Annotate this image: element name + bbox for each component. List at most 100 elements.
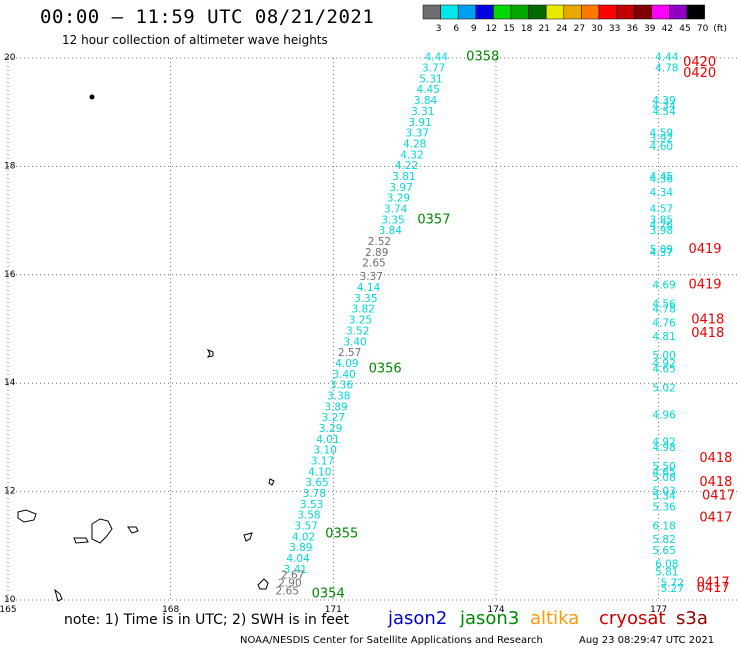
mission-label: jason3 — [460, 608, 520, 629]
colorbar-label: 70 — [697, 24, 709, 34]
wave-height-value: 4.44 — [655, 52, 679, 64]
wave-height-value: 4.34 — [652, 100, 676, 112]
wave-height-value: 4.44 — [425, 52, 449, 64]
mission-label: cryosat — [599, 608, 666, 629]
wave-height-value: 5.08 — [652, 472, 675, 484]
wave-height-value: 4.81 — [652, 331, 675, 343]
wave-height-value: 4.02 — [292, 531, 315, 543]
colorbar-label: 45 — [679, 24, 690, 34]
island-outline — [257, 578, 269, 590]
track-time-label: 0354 — [312, 586, 345, 601]
wave-height-value: 3.53 — [300, 499, 323, 511]
wave-height-value: 2.57 — [338, 347, 361, 359]
x-tick-label: 168 — [162, 605, 179, 615]
track-time-label: 0357 — [417, 212, 450, 227]
wave-height-value: 4.65 — [652, 466, 675, 478]
wave-height-value: 3.25 — [349, 315, 372, 327]
wave-height-value: 3.91 — [408, 117, 431, 129]
island-outline — [243, 532, 253, 542]
island-outline — [127, 526, 139, 534]
track-time-label: 0418 — [691, 313, 724, 328]
wave-height-value: 2.65 — [276, 586, 299, 598]
colorbar-swatch — [651, 4, 670, 20]
data-points: 4.443.775.314.453.843.313.913.374.284.32… — [276, 52, 684, 598]
track-time-label: 0419 — [688, 277, 721, 292]
x-tick-label: 177 — [650, 605, 667, 615]
mission-label: jason2 — [388, 608, 448, 629]
wave-height-value: 5.72 — [661, 577, 684, 589]
island-outline — [54, 588, 63, 602]
wave-height-value: 3.52 — [346, 325, 369, 337]
wave-height-value: 3.40 — [332, 369, 355, 381]
wave-height-value: 2.65 — [362, 258, 385, 270]
wave-height-value: 4.92 — [652, 358, 675, 370]
wave-height-value: 3.29 — [387, 193, 410, 205]
wave-height-value: 4.59 — [650, 128, 673, 140]
track-time-label: 0420 — [683, 55, 716, 70]
wave-height-value: 4.96 — [652, 409, 676, 421]
colorbar-label: 9 — [471, 24, 477, 34]
colorbar-swatch — [475, 4, 494, 20]
wave-height-value: 4.60 — [650, 141, 673, 153]
wave-height-value: 3.92 — [650, 133, 673, 145]
wave-height-value: 4.10 — [308, 466, 331, 478]
wave-height-value: 3.65 — [305, 477, 328, 489]
wave-height-value: 5.09 — [650, 244, 673, 256]
wave-height-value: 3.31 — [411, 106, 434, 118]
y-tick-label: 12 — [4, 487, 15, 497]
island-outline — [89, 94, 95, 100]
wave-height-value: 3.27 — [322, 412, 345, 424]
wave-height-value: 3.84 — [379, 225, 403, 237]
wave-height-value: 4.65 — [652, 363, 675, 375]
wave-height-value: 5.81 — [655, 567, 678, 579]
track-time-label: 0417 — [702, 489, 735, 504]
colorbar-swatch — [545, 4, 565, 20]
wave-height-value: 2.89 — [365, 247, 388, 259]
wave-height-value: 3.41 — [284, 564, 307, 576]
wave-height-value: 3.17 — [311, 456, 334, 468]
wave-height-value: 4.28 — [403, 138, 426, 150]
y-tick-label: 10 — [4, 595, 16, 605]
colorbar-label: (ft) — [713, 24, 727, 34]
colorbar-swatch — [616, 4, 635, 20]
wave-height-value: 5.82 — [652, 534, 675, 546]
wave-height-value: 4.14 — [357, 282, 381, 294]
footer-credit: NOAA/NESDIS Center for Satellite Applica… — [240, 635, 543, 646]
wave-height-value: 3.40 — [343, 336, 366, 348]
wave-height-value: 3.89 — [324, 401, 347, 413]
wave-height-value: 3.84 — [414, 95, 438, 107]
mission-label: altika — [530, 608, 580, 629]
wave-height-value: 5.00 — [652, 350, 675, 362]
colorbar-label: 36 — [626, 24, 638, 34]
x-tick-label: 171 — [325, 605, 342, 615]
wave-height-value: 3.78 — [303, 488, 326, 500]
colorbar-label: 24 — [556, 24, 568, 34]
wave-height-value: 3.85 — [650, 214, 673, 226]
track-time-label: 0418 — [699, 475, 732, 490]
wave-height-value: 4.32 — [400, 149, 423, 161]
colorbar-swatch — [686, 4, 705, 20]
colorbar-label: 12 — [486, 24, 497, 34]
colorbar-swatch — [422, 4, 441, 20]
wave-height-value: 5.03 — [652, 485, 675, 497]
wave-height-value: 3.97 — [389, 182, 412, 194]
wave-height-value: 2.52 — [368, 236, 391, 248]
island-outline — [206, 349, 214, 358]
wave-height-value: 3.37 — [360, 271, 383, 283]
colorbar-label: 27 — [574, 24, 585, 34]
wave-height-value: 4.26 — [650, 220, 674, 232]
wave-height-value: 4.45 — [417, 84, 440, 96]
colorbar-swatch — [598, 4, 617, 20]
track-time-label: 0418 — [691, 326, 724, 341]
wave-height-value: 3.35 — [354, 293, 377, 305]
mission-label: s3a — [676, 608, 708, 629]
y-tick-label: 20 — [4, 53, 16, 63]
wave-height-value: 3.57 — [295, 521, 318, 533]
wave-height-value: 3.10 — [314, 445, 337, 457]
wave-height-value: 3.82 — [351, 304, 374, 316]
island-outlines — [17, 94, 275, 602]
wave-height-value: 3.89 — [289, 542, 312, 554]
island-outline — [91, 518, 113, 544]
colorbar-label: 3 — [436, 24, 442, 34]
wave-height-value: 3.37 — [406, 128, 429, 140]
